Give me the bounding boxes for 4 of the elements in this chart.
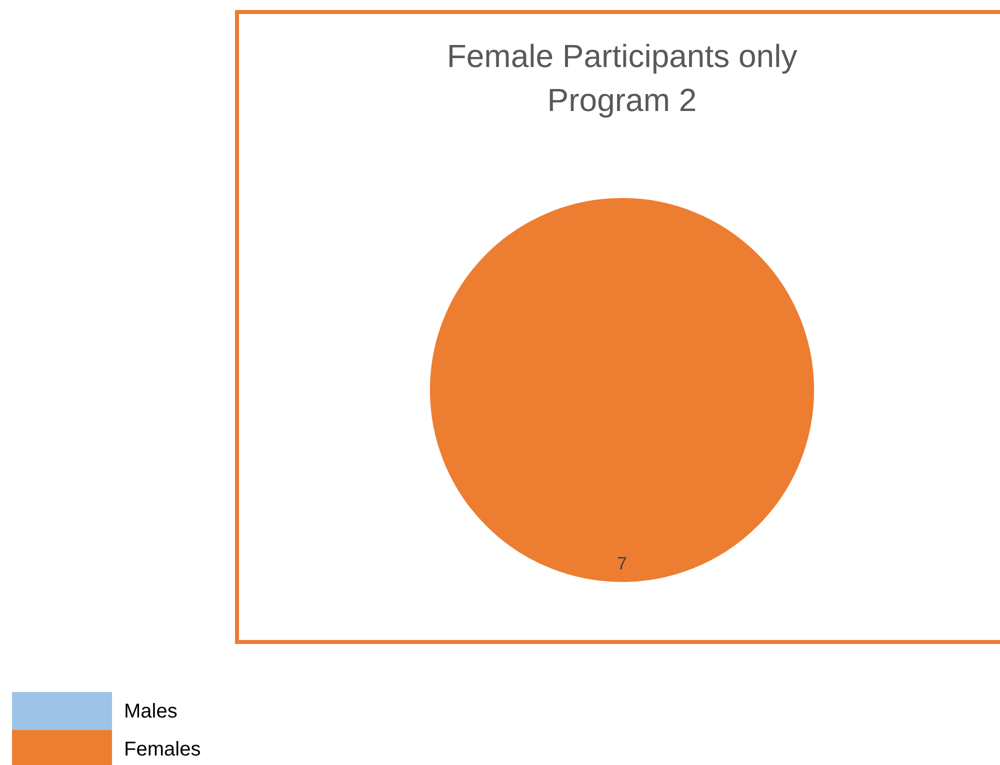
legend-label: Females bbox=[124, 738, 201, 760]
legend-label: Males bbox=[124, 700, 178, 722]
data-label: 7 bbox=[616, 553, 628, 574]
chart-title: Female Participants only Program 2 bbox=[446, 38, 798, 118]
